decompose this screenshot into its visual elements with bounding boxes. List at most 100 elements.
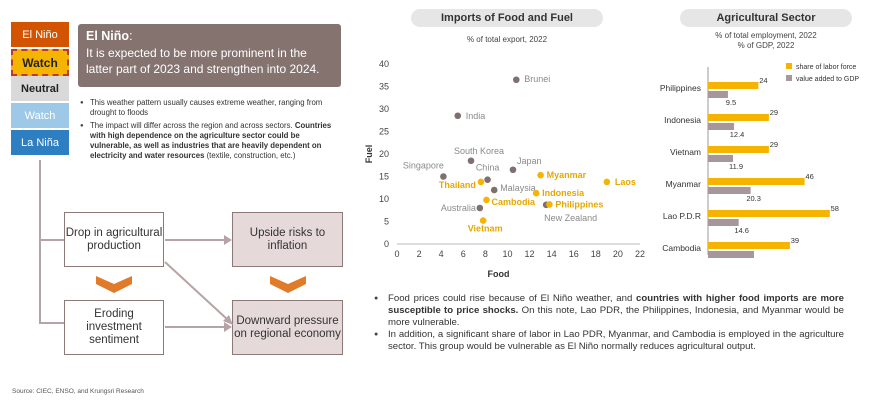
scatter-title: Imports of Food and Fuel (411, 9, 603, 27)
bar-title: Agricultural Sector (680, 9, 852, 27)
enso-level-el-nino: El Niño (11, 22, 69, 49)
bar-value-label: 46 (805, 172, 813, 181)
scatter-point-label: Brunei (524, 74, 550, 84)
bar (708, 155, 733, 162)
bar-subtitle-1: % of total employment, 2022 (715, 31, 817, 40)
flow-box-agri-production: Drop in agricultural production (64, 212, 164, 267)
category-label: Vietnam (670, 147, 701, 157)
scatter-point (490, 186, 498, 194)
enso-level-la-nina: La Niña (11, 130, 69, 157)
bullet-text: This weather pattern usually causes extr… (90, 98, 323, 117)
callout-body: It is expected to be more prominent in t… (86, 46, 320, 76)
bar (708, 251, 754, 258)
scatter-point (603, 178, 611, 186)
scatter-point (467, 157, 475, 165)
bar-value-label: 11.9 (729, 162, 743, 171)
scatter-point-label: Vietnam (468, 224, 503, 234)
scatter-point-label: South Korea (454, 146, 504, 156)
x-tick-label: 12 (525, 249, 535, 259)
source-note: Source: CIEC, ENSO, and Krungsri Researc… (12, 388, 144, 395)
connector-line (39, 322, 65, 324)
enso-level-watch: Watch (11, 103, 69, 130)
scatter-point-label: Indonesia (542, 188, 585, 198)
x-tick-label: 10 (502, 249, 512, 259)
enso-level-watch-highlighted: Watch (11, 49, 69, 76)
callout-title: El Niño (86, 29, 130, 43)
scatter-point (477, 178, 485, 186)
arrow-head (223, 315, 233, 325)
bullet-text: (textile, construction, etc.) (204, 151, 296, 160)
scatter-point-label: New Zealand (544, 213, 597, 223)
scatter-point (476, 204, 484, 212)
scatter-point (509, 166, 517, 174)
chevron-down-icon (96, 276, 132, 293)
flow-box-regional-economy: Downward pressure on regional economy (232, 300, 343, 355)
bar (708, 82, 759, 89)
x-tick-label: 14 (547, 249, 557, 259)
el-nino-callout: El Niño: It is expected to be more promi… (78, 24, 341, 87)
arrow-head (224, 235, 232, 245)
enso-scale: El Niño Watch Neutral Watch La Niña (11, 22, 69, 157)
y-tick-label: 40 (379, 59, 389, 69)
bar-value-label: 9.5 (726, 98, 736, 107)
x-tick-label: 8 (483, 249, 488, 259)
legend-swatch (786, 63, 792, 69)
x-tick-label: 6 (461, 249, 466, 259)
bar (708, 178, 805, 185)
y-tick-label: 20 (379, 149, 389, 159)
bar (708, 91, 728, 98)
bullet-text: On this note, Lao PDR, the Philippines, … (388, 304, 844, 328)
scatter-point (440, 173, 447, 180)
bar-value-label: 12.4 (730, 130, 745, 139)
callout-title-suffix: : (129, 29, 133, 43)
scatter-point-label: Philippines (555, 199, 603, 209)
scatter-point-label: China (476, 163, 500, 173)
x-tick-label: 22 (635, 249, 645, 259)
scatter-point-label: Japan (517, 156, 542, 166)
connector-line (39, 239, 65, 241)
legend-label: share of labor force (796, 64, 856, 71)
bar-value-label: 29 (770, 108, 778, 117)
right-bullet-list: Food prices could rise because of El Niñ… (374, 293, 844, 354)
scatter-point (484, 176, 491, 183)
legend-label: value added to GDP (796, 76, 859, 83)
bar-chart: share of labor force value added to GDP Ph… (660, 63, 859, 260)
x-tick-label: 2 (417, 249, 422, 259)
scatter-point (537, 171, 544, 179)
y-tick-label: 35 (379, 82, 389, 92)
y-tick-label: 25 (379, 127, 389, 137)
bar-value-label: 21.9 (750, 258, 765, 260)
scatter-point (532, 189, 540, 197)
x-tick-label: 4 (439, 249, 444, 259)
y-tick-label: 10 (379, 194, 389, 204)
y-axis-label: Fuel (364, 145, 374, 164)
bar-value-label: 14.6 (734, 226, 749, 235)
scatter-point-label: Laos (615, 177, 636, 187)
bar (708, 210, 830, 217)
bar (708, 146, 769, 153)
bullet-item: The impact will differ across the region… (80, 121, 342, 161)
bar-value-label: 58 (831, 204, 839, 213)
scatter-point (512, 76, 520, 84)
y-tick-label: 0 (384, 239, 389, 249)
bar (708, 123, 735, 130)
category-label: Lao P.D.R (663, 211, 701, 221)
arrow-line (164, 261, 229, 321)
scatter-point (483, 196, 490, 204)
scatter-point (546, 201, 553, 208)
y-tick-label: 30 (379, 104, 389, 114)
bullet-text: The impact will differ across the region… (90, 121, 295, 130)
scatter-chart: 0 2 4 6 8 10 12 14 16 18 20 22 0 5 10 15 20 25 30 35 40 Food F… (364, 59, 645, 279)
x-axis-label: Food (488, 269, 510, 279)
x-tick-label: 16 (569, 249, 579, 259)
legend-swatch (786, 75, 792, 81)
category-label: Myanmar (666, 179, 702, 189)
bullet-text: In addition, a significant share of labo… (388, 329, 844, 353)
flow-box-investment: Eroding investment sentiment (64, 300, 164, 355)
bullet-text: Food prices could rise because of El Niñ… (388, 293, 637, 304)
category-label: Indonesia (664, 115, 701, 125)
enso-level-neutral: Neutral (11, 76, 69, 103)
bar-value-label: 39 (791, 236, 799, 245)
bar (708, 187, 751, 194)
bullet-bold-text: countries with higher food imports are m… (388, 293, 844, 316)
